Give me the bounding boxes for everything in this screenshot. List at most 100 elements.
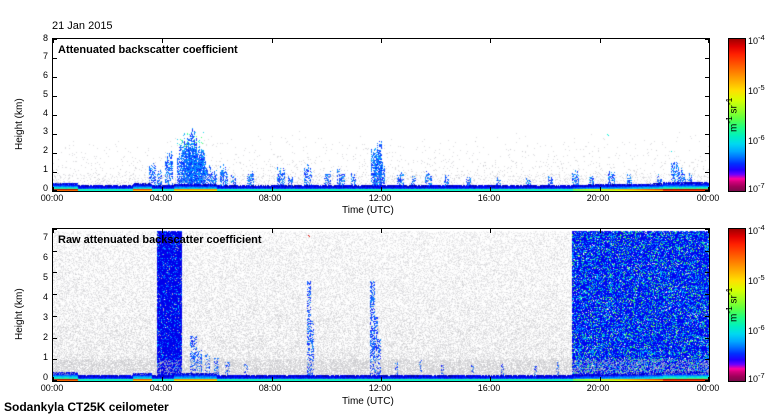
xtick-mark — [381, 187, 382, 191]
panel1-ylabel: Height (km) — [14, 98, 25, 150]
ytick-mark — [53, 39, 57, 40]
colorbar2-tick-1e-5: 10-5 — [748, 273, 765, 286]
panel2-xtick-6: 00:00 — [696, 383, 720, 393]
ytick-mark — [705, 380, 709, 381]
ytick-mark — [705, 359, 709, 361]
colorbar2-gradient[interactable] — [728, 228, 746, 382]
xtick-mark — [271, 39, 273, 43]
ytick-mark — [705, 77, 709, 78]
ytick-mark — [705, 315, 709, 317]
panel1-xtick-0: 00:00 — [40, 193, 64, 203]
panel1-ytick-0: 0 — [42, 183, 48, 193]
ytick-mark — [705, 229, 709, 230]
xtick-mark — [381, 39, 382, 43]
panel1-xtick-1: 04:00 — [149, 193, 173, 203]
colorbar1-tick-1e-6: 10-6 — [748, 133, 765, 146]
ytick-mark — [53, 96, 57, 97]
ytick-mark — [53, 294, 57, 296]
xtick-mark — [162, 229, 164, 233]
colorbar1-unit-label: m-1 sr-1 — [724, 97, 740, 132]
panel2-ytick-2: 2 — [42, 332, 48, 342]
xtick-mark — [490, 229, 492, 233]
panel2-ytick-1: 1 — [42, 352, 48, 362]
ytick-mark — [53, 337, 57, 339]
colorbar2-tick-1e-6: 10-6 — [748, 323, 765, 336]
ytick-mark — [705, 134, 709, 135]
panel2-plot-area[interactable] — [52, 228, 710, 382]
ytick-mark — [53, 153, 57, 154]
panel1-xtick-5: 20:00 — [586, 193, 610, 203]
ytick-mark — [705, 153, 709, 154]
panel1-xtick-4: 16:00 — [477, 193, 501, 203]
panel2-ylabel: Height (km) — [14, 288, 25, 340]
ytick-mark — [705, 115, 709, 116]
xtick-mark — [53, 229, 54, 233]
panel1-ytick-7: 7 — [42, 51, 48, 61]
xtick-mark — [53, 39, 54, 43]
panel2-xtick-5: 20:00 — [586, 383, 610, 393]
panel1-xlabel: Time (UTC) — [342, 205, 394, 216]
panel2-data-canvas — [53, 229, 709, 381]
xtick-mark — [708, 187, 709, 191]
xtick-mark — [708, 39, 709, 43]
colorbar1-tick-1e-7: 10-7 — [748, 181, 765, 194]
ytick-mark — [53, 359, 57, 361]
xtick-mark — [599, 229, 601, 233]
ytick-mark — [705, 337, 709, 339]
colorbar1-tick-1e-5: 10-5 — [748, 83, 765, 96]
panel1-xtick-2: 08:00 — [258, 193, 282, 203]
ytick-mark — [705, 172, 709, 173]
ytick-mark — [53, 250, 57, 252]
panel1-plot-area[interactable] — [52, 38, 710, 192]
panel1-ytick-8: 8 — [42, 33, 48, 43]
ytick-mark — [705, 58, 709, 59]
ytick-mark — [705, 96, 709, 97]
ytick-mark — [53, 315, 57, 317]
panel2-ytick-4: 4 — [42, 292, 48, 302]
panel2-xlabel: Time (UTC) — [342, 396, 394, 407]
colorbar2-tick-1e-7: 10-7 — [748, 371, 765, 384]
ytick-mark — [53, 77, 57, 78]
xtick-mark — [708, 229, 709, 233]
xtick-mark — [381, 377, 382, 381]
panel1-ytick-3: 3 — [42, 126, 48, 136]
colorbar1-tick-1e-4: 10-4 — [748, 33, 765, 46]
ytick-mark — [53, 190, 57, 191]
panel2-ytick-0: 0 — [42, 372, 48, 382]
panel2-xtick-3: 12:00 — [368, 383, 392, 393]
xtick-mark — [490, 187, 492, 191]
panel1-xtick-6: 00:00 — [696, 193, 720, 203]
station-label: Sodankyla CT25K ceilometer — [4, 400, 169, 414]
ytick-mark — [53, 115, 57, 116]
ytick-mark — [705, 39, 709, 40]
panel2-ytick-7: 7 — [42, 232, 48, 242]
panel2-ytick-6: 6 — [42, 252, 48, 262]
ytick-mark — [53, 172, 57, 173]
xtick-mark — [599, 377, 601, 381]
xtick-mark — [381, 229, 382, 233]
ytick-mark — [705, 250, 709, 252]
panel1-ytick-2: 2 — [42, 145, 48, 155]
panel1-ytick-6: 6 — [42, 70, 48, 80]
colorbar1-gradient[interactable] — [728, 38, 746, 192]
xtick-mark — [162, 187, 164, 191]
ytick-mark — [53, 229, 57, 230]
xtick-mark — [599, 187, 601, 191]
colorbar2-tick-1e-4: 10-4 — [748, 223, 765, 236]
colorbar2-unit-label: m-1 sr-1 — [724, 287, 740, 322]
xtick-mark — [271, 229, 273, 233]
xtick-mark — [271, 187, 273, 191]
xtick-mark — [162, 377, 164, 381]
panel2-xtick-4: 16:00 — [477, 383, 501, 393]
ytick-mark — [705, 294, 709, 296]
xtick-mark — [708, 377, 709, 381]
panel1-ytick-4: 4 — [42, 108, 48, 118]
panel2-xtick-2: 08:00 — [258, 383, 282, 393]
ytick-mark — [705, 272, 709, 274]
panel2-ytick-3: 3 — [42, 312, 48, 322]
panel1-ytick-5: 5 — [42, 89, 48, 99]
date-label: 21 Jan 2015 — [52, 20, 113, 32]
xtick-mark — [599, 39, 601, 43]
ytick-mark — [53, 134, 57, 135]
xtick-mark — [162, 39, 164, 43]
